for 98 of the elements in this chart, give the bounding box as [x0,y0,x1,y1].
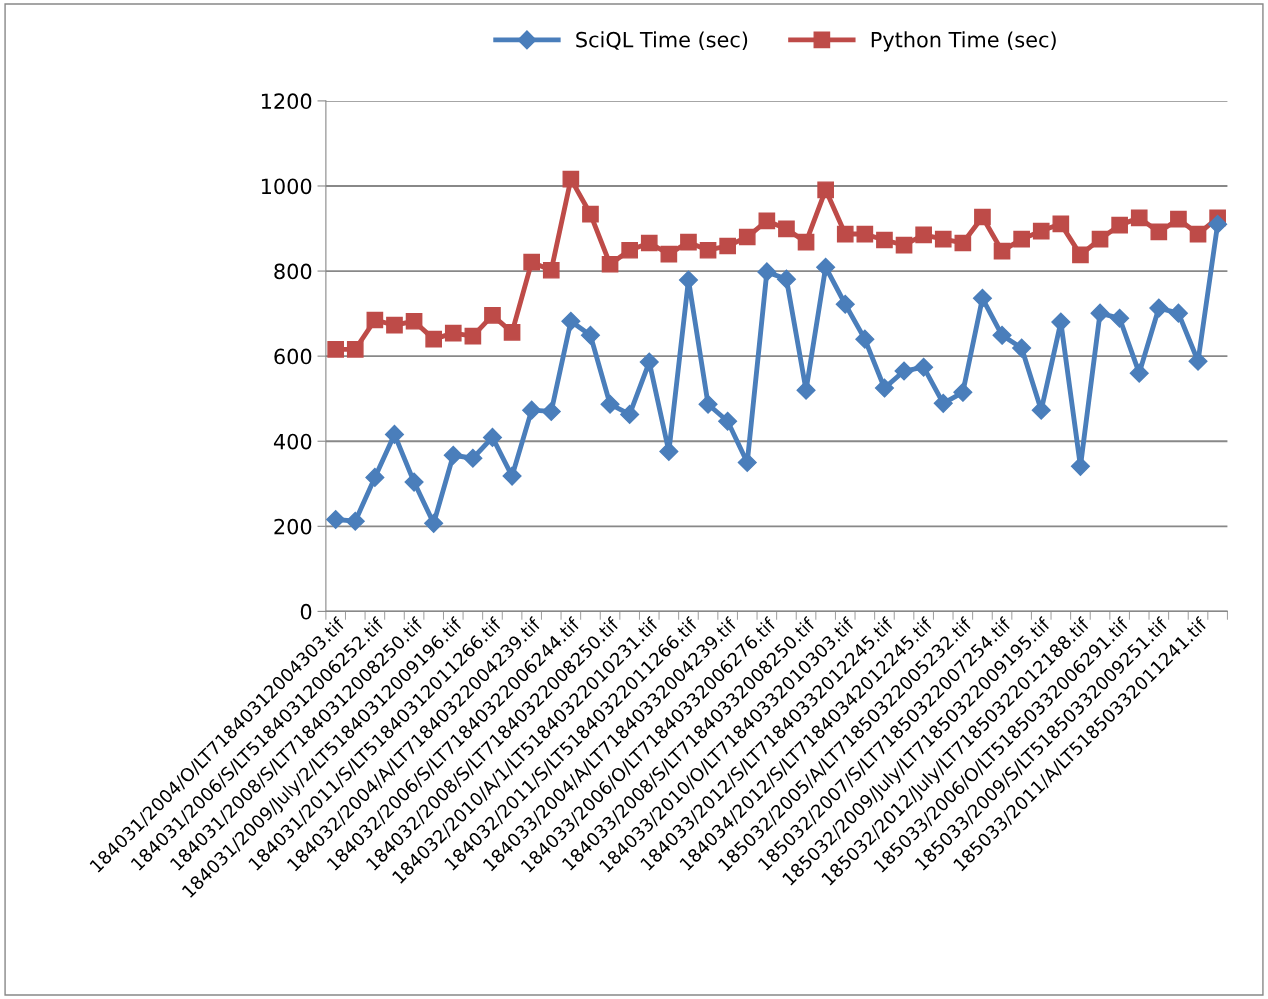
point [464,327,482,345]
point [523,253,540,271]
legend-label: Python Time (sec) [871,31,1056,52]
point [580,325,600,345]
point [1149,298,1169,318]
point [620,404,640,424]
point [856,225,874,243]
point [1072,246,1089,264]
point [1208,214,1228,234]
point [443,445,463,465]
point [542,261,560,279]
point [993,242,1011,260]
point [327,341,345,358]
point [855,329,875,349]
point [562,170,580,188]
point [874,378,894,398]
y-tick-label: 1200 [261,93,312,110]
point [680,233,697,251]
point [404,472,424,492]
point [659,441,679,461]
point [405,312,423,330]
y-tick-label: 1000 [261,178,312,195]
point [522,400,542,420]
point [737,452,757,473]
point [1032,222,1050,240]
point [1070,456,1090,476]
point [365,467,385,487]
point [1013,230,1030,248]
point [346,341,364,358]
point [463,448,483,468]
legend-label: SciQL Time (sec) [576,31,748,50]
point [541,401,561,421]
point [836,225,854,243]
point [601,255,619,273]
point [758,212,776,230]
y-tick-label: 800 [274,263,312,280]
point [1130,209,1148,227]
point [895,236,913,254]
y-tick-label: 600 [274,348,312,365]
point [1111,216,1128,234]
point [954,234,972,252]
point [974,208,991,226]
point [1168,303,1188,323]
point [1150,223,1168,241]
point [776,269,796,289]
point [386,316,403,334]
point [738,228,756,246]
point [699,241,717,259]
point [1012,338,1032,358]
point [345,511,365,531]
point [1129,363,1149,383]
point [1052,215,1070,233]
point [698,394,718,414]
point [876,231,893,249]
point [561,311,581,331]
point [915,226,932,244]
point [816,257,836,277]
point [582,205,599,223]
point [600,394,620,414]
point [719,237,736,255]
point [953,382,973,402]
point [484,306,501,324]
point [621,241,638,259]
point [934,230,952,248]
point [366,311,384,329]
point [778,220,795,238]
point [502,466,522,486]
point [1051,312,1071,332]
point [797,233,815,251]
point [503,323,521,341]
point [444,324,462,342]
point [640,234,658,252]
point [1090,303,1110,323]
point [933,393,953,413]
point [894,361,914,381]
point [660,245,678,263]
point [914,357,934,377]
point [1091,230,1109,248]
point [972,288,992,308]
point [384,424,405,444]
point [326,509,346,530]
point [482,427,503,447]
point [1170,210,1187,228]
point [678,270,698,290]
point [757,262,777,282]
point [992,325,1012,345]
y-tick-label: 400 [273,433,312,450]
point [425,330,443,348]
y-tick-label: 200 [274,518,312,535]
point [835,294,855,314]
point [817,181,834,199]
point [639,352,659,372]
point [796,380,816,400]
point [1189,225,1207,243]
point [424,513,444,533]
point [1188,351,1208,371]
point [1110,308,1130,328]
point [718,411,738,431]
